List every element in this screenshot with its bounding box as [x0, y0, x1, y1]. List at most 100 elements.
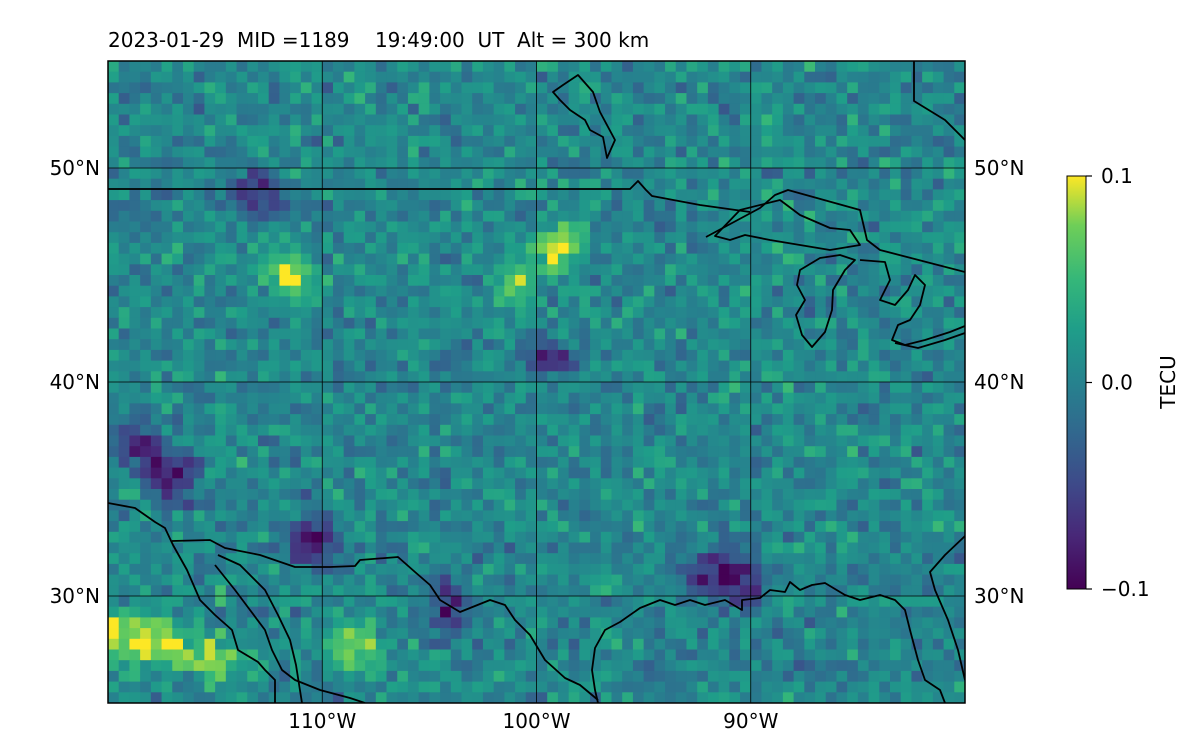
heatmap-cell [161, 649, 173, 661]
heatmap-cell [504, 456, 516, 469]
heatmap-cell [140, 553, 152, 565]
heatmap-cell [761, 232, 773, 244]
heatmap-cell [675, 424, 688, 437]
heatmap-cell [182, 339, 195, 351]
heatmap-cell [140, 339, 152, 351]
heatmap-cell [397, 349, 409, 362]
heatmap-cell [954, 478, 965, 490]
heatmap-cell [236, 178, 248, 190]
heatmap-cell [675, 178, 688, 190]
heatmap-cell [204, 232, 216, 244]
heatmap-cell [365, 61, 377, 73]
heatmap-cell [590, 61, 602, 73]
heatmap-cell [911, 71, 923, 83]
heatmap-cell [450, 264, 463, 276]
heatmap-cell [665, 93, 677, 105]
heatmap-cell [279, 467, 291, 479]
heatmap-cell [825, 531, 838, 544]
heatmap-cell [515, 649, 527, 661]
heatmap-cell [182, 328, 195, 340]
heatmap-cell [761, 93, 773, 105]
heatmap-cell [632, 210, 645, 223]
heatmap-cell [707, 617, 720, 629]
heatmap-cell [140, 178, 152, 190]
heatmap-cell [868, 628, 880, 640]
heatmap-cell [236, 414, 248, 426]
heatmap-cell [890, 360, 902, 372]
heatmap-cell [697, 392, 709, 404]
heatmap-cell [257, 125, 270, 137]
heatmap-cell [932, 285, 945, 297]
heatmap-cell [515, 510, 527, 522]
heatmap-cell [654, 489, 666, 501]
heatmap-cell [911, 61, 923, 73]
heatmap-cell [922, 232, 934, 244]
heatmap-cell [172, 307, 184, 319]
heatmap-cell [675, 638, 688, 651]
heatmap-cell [440, 317, 452, 330]
heatmap-cell [236, 628, 248, 640]
heatmap-cell [418, 692, 430, 703]
heatmap-cell [900, 157, 913, 169]
heatmap-cell [182, 371, 195, 383]
heatmap-cell [890, 275, 902, 287]
heatmap-cell [922, 157, 934, 169]
heatmap-cell [622, 670, 634, 683]
heatmap-cell [247, 232, 259, 244]
heatmap-cell [482, 93, 495, 105]
heatmap-cell [343, 414, 355, 426]
heatmap-cell [590, 467, 602, 479]
heatmap-cell [161, 360, 173, 372]
heatmap-cell [750, 649, 763, 661]
heatmap-cell [932, 542, 945, 554]
heatmap-cell [654, 670, 666, 683]
heatmap-cell [932, 264, 945, 276]
heatmap-cell [108, 61, 120, 73]
heatmap-cell [879, 574, 891, 586]
heatmap-cell [525, 135, 538, 148]
heatmap-cell [879, 692, 891, 703]
heatmap-cell [225, 242, 238, 255]
heatmap-cell [140, 489, 152, 501]
heatmap-cell [954, 392, 965, 404]
heatmap-cell [322, 135, 334, 148]
heatmap-cell [204, 617, 216, 629]
heatmap-cell [247, 189, 259, 201]
heatmap-cell [161, 157, 173, 169]
heatmap-cell [665, 135, 677, 148]
heatmap-cell [257, 478, 270, 490]
heatmap-cell [772, 392, 784, 404]
heatmap-cell [740, 542, 752, 554]
heatmap-cell [193, 542, 206, 554]
heatmap-cell [740, 531, 752, 544]
heatmap-cell [707, 168, 720, 180]
heatmap-cell [215, 542, 227, 554]
heatmap-cell [311, 349, 323, 362]
heatmap-cell [129, 307, 141, 319]
heatmap-cell [793, 692, 805, 703]
heatmap-cell [215, 349, 227, 362]
heatmap-cell [461, 349, 473, 362]
heatmap-cell [354, 114, 366, 126]
heatmap-cell [140, 125, 152, 137]
heatmap-cell [932, 168, 945, 180]
heatmap-cell [236, 510, 248, 522]
heatmap-cell [911, 628, 923, 640]
heatmap-cell [375, 670, 388, 683]
heatmap-cell [536, 317, 548, 330]
heatmap-cell [857, 467, 870, 479]
heatmap-cell [525, 563, 538, 576]
heatmap-cell [654, 82, 666, 94]
heatmap-cell [493, 317, 505, 330]
heatmap-cell [150, 489, 163, 501]
heatmap-cell [632, 146, 645, 158]
heatmap-cell [225, 574, 238, 586]
heatmap-cell [707, 189, 720, 201]
heatmap-cell [665, 242, 677, 255]
heatmap-cell [161, 489, 173, 501]
heatmap-cell [450, 328, 463, 340]
heatmap-cell [536, 210, 548, 223]
heatmap-cell [461, 382, 473, 394]
heatmap-cell [536, 692, 548, 703]
heatmap-cell [547, 456, 559, 469]
